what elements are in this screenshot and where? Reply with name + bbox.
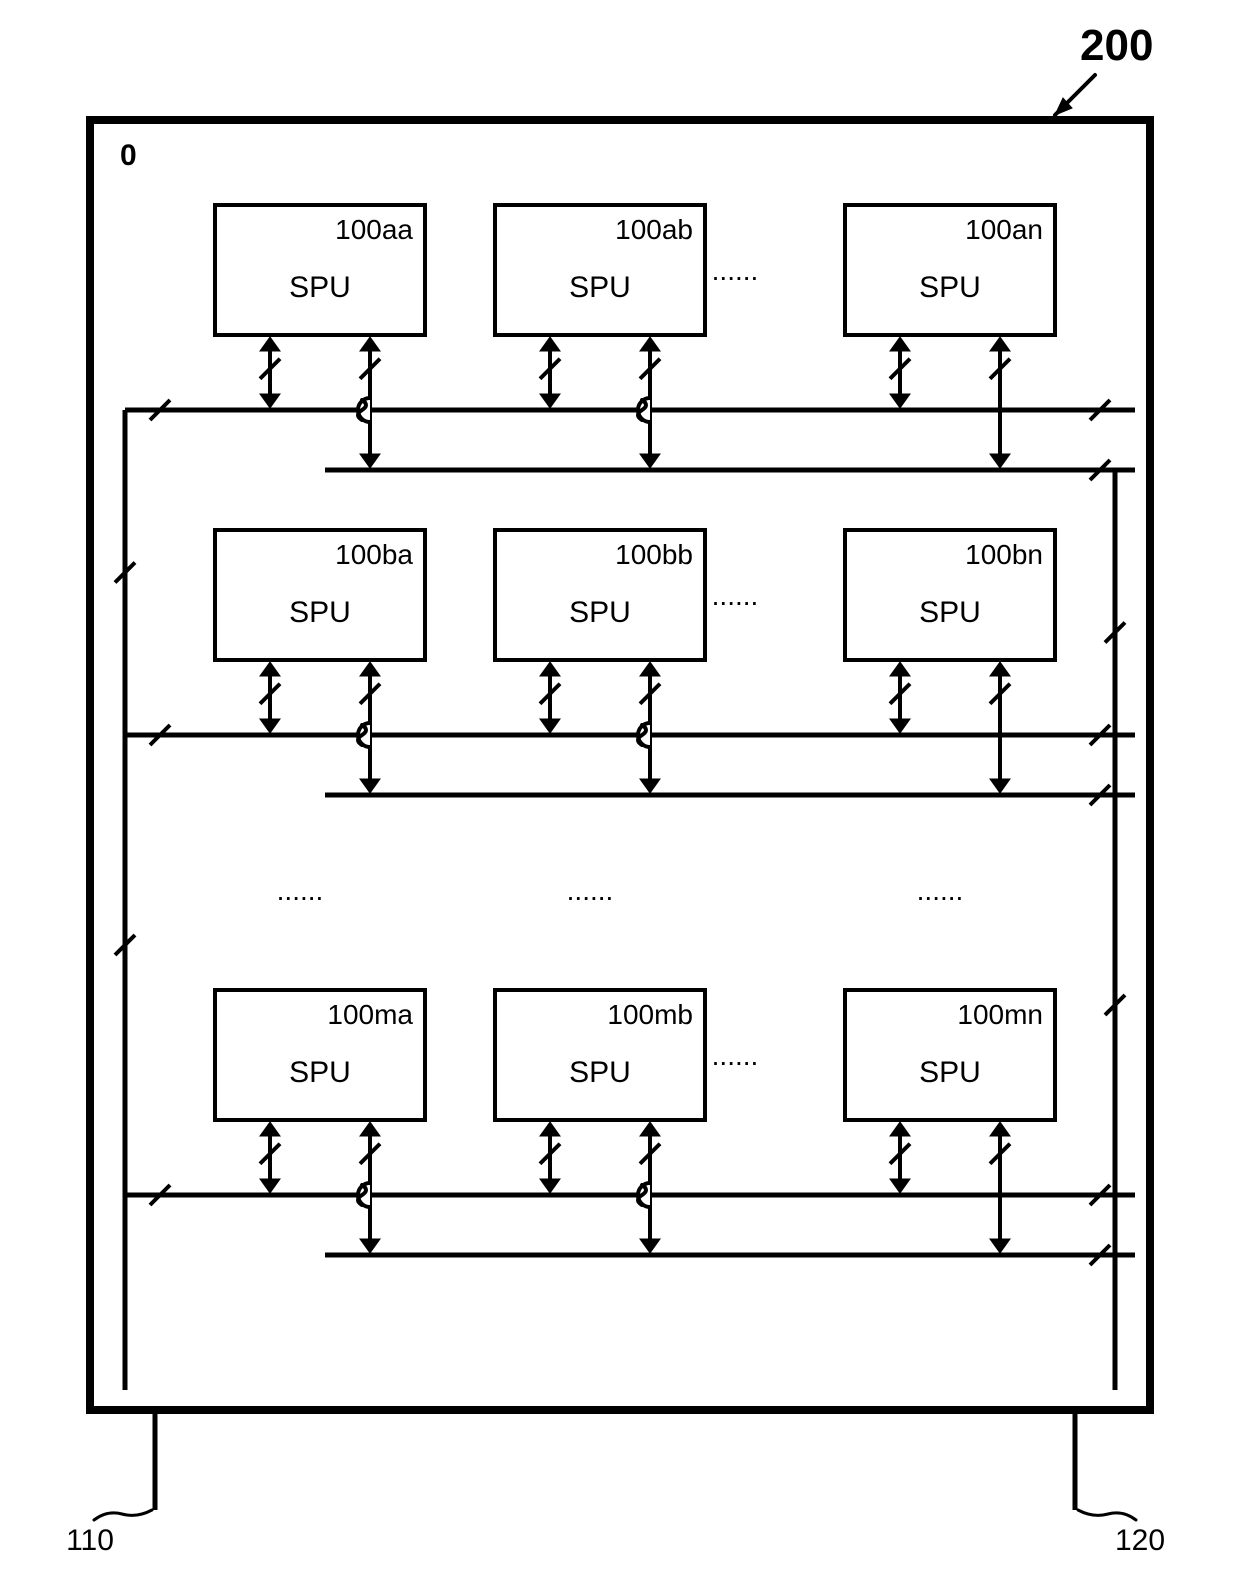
row-ellipsis: ......: [712, 1040, 759, 1071]
row-ellipsis: ......: [712, 255, 759, 286]
spu-box-2-2: 100mn SPU: [845, 990, 1055, 1120]
spu-box-0-0: 100aa SPU: [215, 205, 425, 335]
spu-box-0-2: 100an SPU: [845, 205, 1055, 335]
spu-id: 100ab: [615, 214, 693, 245]
spu-id: 100bn: [965, 539, 1043, 570]
spu-id: 100ba: [335, 539, 413, 570]
tail-110-label: 110: [66, 1524, 114, 1557]
spu-label: SPU: [569, 1056, 631, 1089]
spu-box-1-2: 100bn SPU: [845, 530, 1055, 660]
spu-label: SPU: [919, 271, 981, 304]
spu-id: 100an: [965, 214, 1043, 245]
col-ellipsis: ......: [277, 875, 324, 906]
spu-label: SPU: [289, 596, 351, 629]
spu-box-2-0: 100ma SPU: [215, 990, 425, 1120]
corner-label: 0: [120, 139, 137, 172]
spu-label: SPU: [569, 596, 631, 629]
spu-label: SPU: [569, 271, 631, 304]
spu-box-0-1: 100ab SPU: [495, 205, 705, 335]
spu-label: SPU: [289, 271, 351, 304]
ref-200: 200: [1055, 21, 1153, 115]
spu-id: 100bb: [615, 539, 693, 570]
tail-120: 120: [1075, 1410, 1165, 1557]
spu-id: 100mn: [957, 999, 1043, 1030]
col-ellipsis: ......: [567, 875, 614, 906]
svg-text:200: 200: [1080, 21, 1153, 70]
col-ellipsis: ......: [917, 875, 964, 906]
spu-id: 100ma: [327, 999, 413, 1030]
spu-row-1: 100ba SPU 100bb SPU 100bn SPU......: [125, 530, 1135, 805]
spu-box-1-0: 100ba SPU: [215, 530, 425, 660]
diagram-root: 200 0 100aa SPU 100ab SPU 100an SPU...... 100ba S…: [66, 21, 1165, 1557]
spu-label: SPU: [919, 1056, 981, 1089]
spu-row-0: 100aa SPU 100ab SPU 100an SPU......: [125, 205, 1135, 480]
tail-120-label: 120: [1115, 1524, 1165, 1557]
spu-label: SPU: [919, 596, 981, 629]
spu-box-1-1: 100bb SPU: [495, 530, 705, 660]
outer-box: [90, 120, 1150, 1410]
tail-110: 110: [66, 1410, 155, 1557]
spu-id: 100aa: [335, 214, 413, 245]
spu-label: SPU: [289, 1056, 351, 1089]
spu-id: 100mb: [607, 999, 693, 1030]
spu-box-2-1: 100mb SPU: [495, 990, 705, 1120]
spu-row-2: 100ma SPU 100mb SPU 100mn SPU......: [125, 990, 1135, 1265]
row-ellipsis: ......: [712, 580, 759, 611]
